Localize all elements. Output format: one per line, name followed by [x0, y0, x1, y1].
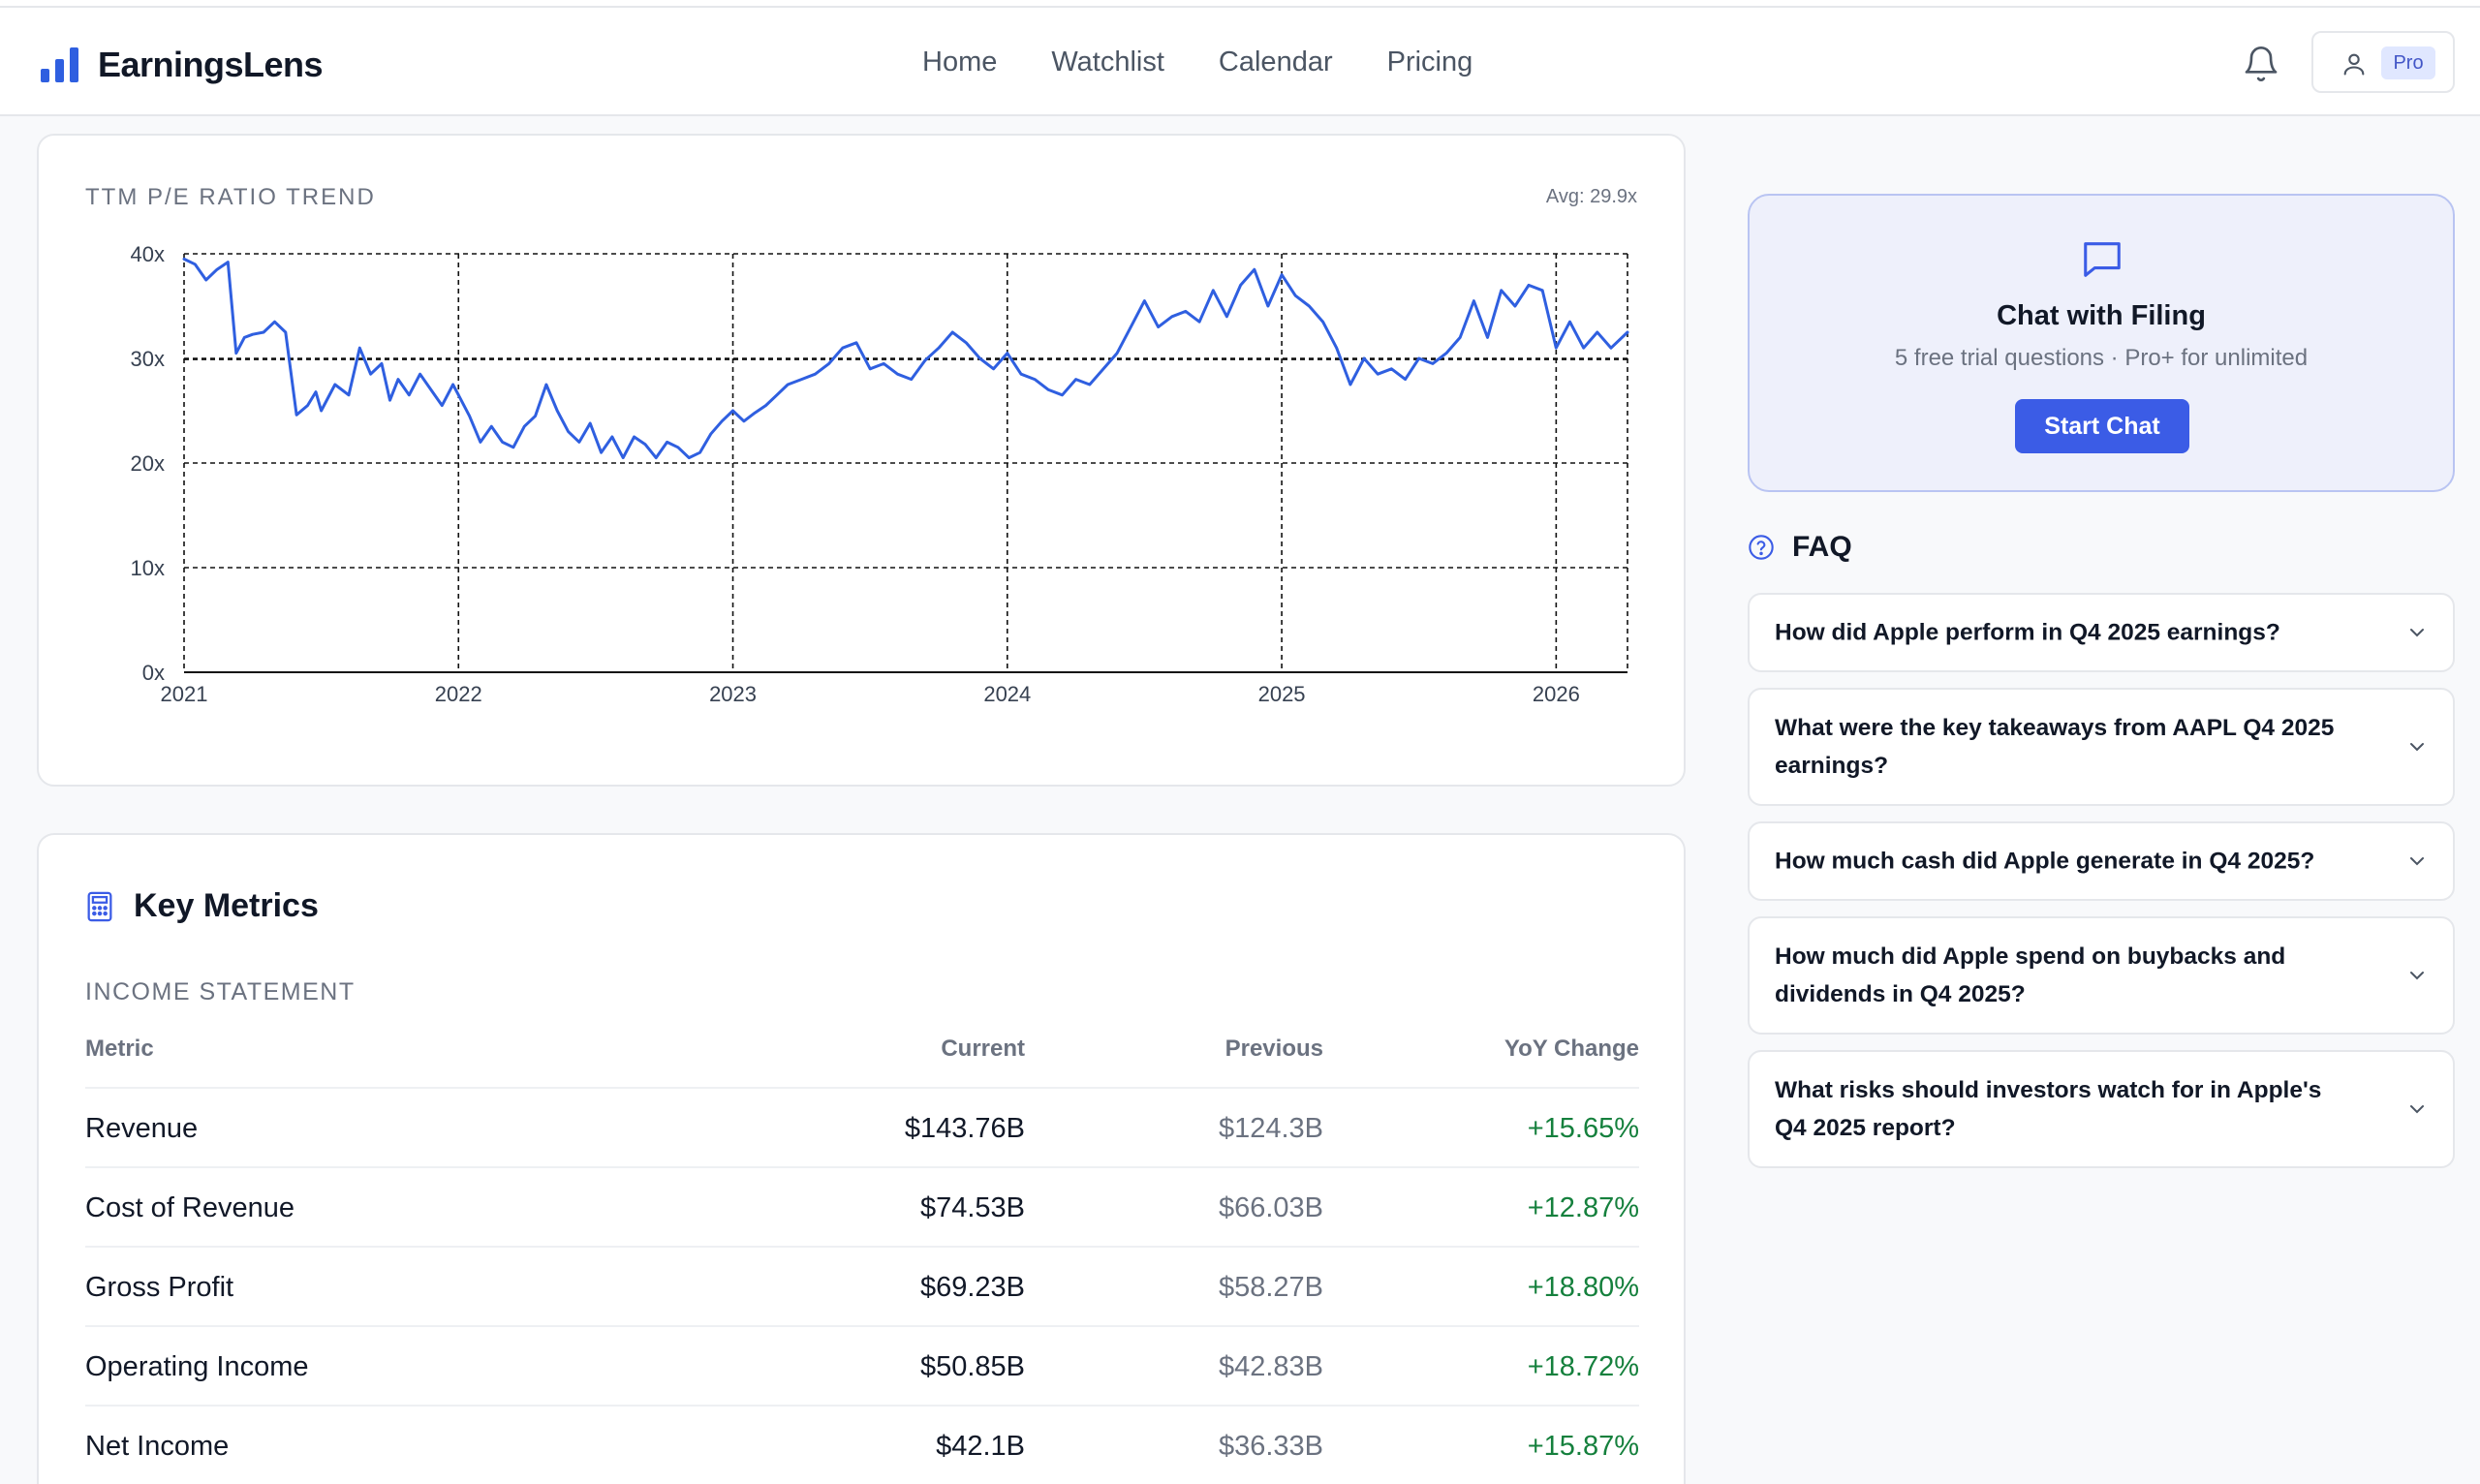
key-metrics-card: Key Metrics INCOME STATEMENT Metric Curr…: [37, 833, 1686, 1484]
faq-question: How did Apple perform in Q4 2025 earning…: [1775, 619, 2280, 646]
faq-item[interactable]: How much cash did Apple generate in Q4 2…: [1748, 821, 2455, 901]
brand-name: EarningsLens: [98, 45, 324, 84]
y-tick-label: 30x: [131, 347, 165, 371]
x-tick-label: 2026: [1533, 682, 1580, 706]
pe-ratio-series-line: [182, 257, 1629, 460]
x-tick-label: 2022: [435, 682, 482, 706]
faq-title: FAQ: [1792, 531, 1852, 563]
faq-item[interactable]: What were the key takeaways from AAPL Q4…: [1748, 688, 2455, 806]
x-tick-label: 2021: [161, 682, 208, 706]
metric-name: Revenue: [85, 1113, 199, 1144]
chevron-down-icon: [2410, 857, 2424, 866]
metric-previous: $36.33B: [1218, 1431, 1323, 1462]
chevron-down-icon: [2410, 629, 2424, 637]
metric-yoy: +18.72%: [1527, 1351, 1639, 1382]
table-row: Net Income $42.1B $36.33B +15.87%: [85, 1407, 1639, 1484]
plan-badge: Pro: [2381, 46, 2435, 79]
user-icon: [2340, 50, 2368, 77]
faq-header: FAQ: [1748, 531, 1852, 564]
income-statement-label: INCOME STATEMENT: [85, 978, 356, 1005]
x-tick-label: 2023: [709, 682, 757, 706]
table-row: Operating Income $50.85B $42.83B +18.72%: [85, 1327, 1639, 1407]
main-nav: Home Watchlist Calendar Pricing: [922, 46, 1472, 78]
chevron-down-icon: [2410, 1105, 2424, 1114]
col-metric: Metric: [85, 1036, 154, 1062]
metric-previous: $124.3B: [1218, 1113, 1323, 1144]
window-top-edge: [0, 0, 2480, 8]
y-tick-label: 20x: [131, 451, 165, 476]
metric-previous: $66.03B: [1218, 1192, 1323, 1223]
metric-current: $42.1B: [936, 1431, 1025, 1462]
col-current: Current: [941, 1036, 1025, 1062]
faq-question: What were the key takeaways from AAPL Q4…: [1775, 715, 2335, 779]
chat-subtitle: 5 free trial questions · Pro+ for unlimi…: [1894, 345, 2309, 371]
x-tick-label: 2025: [1258, 682, 1306, 706]
bell-icon[interactable]: [2242, 45, 2280, 83]
x-tick-label: 2024: [983, 682, 1031, 706]
faq-item[interactable]: How much did Apple spend on buybacks and…: [1748, 916, 2455, 1035]
table-row: Revenue $143.76B $124.3B +15.65%: [85, 1089, 1639, 1168]
top-nav-bar: EarningsLens Home Watchlist Calendar Pri…: [0, 8, 2480, 116]
metric-yoy: +15.65%: [1527, 1113, 1639, 1144]
metric-name: Gross Profit: [85, 1272, 234, 1303]
help-circle-icon: [1749, 535, 1774, 560]
faq-question: How much cash did Apple generate in Q4 2…: [1775, 848, 2315, 875]
key-metrics-title: Key Metrics: [134, 887, 319, 924]
table-row: Cost of Revenue $74.53B $66.03B +12.87%: [85, 1168, 1639, 1248]
chart-average-label: Avg: 29.9x: [1545, 186, 1637, 207]
chevron-down-icon: [2410, 972, 2424, 980]
faq-item[interactable]: How did Apple perform in Q4 2025 earning…: [1748, 593, 2455, 672]
faq-question: How much did Apple spend on buybacks and…: [1775, 943, 2286, 1007]
metric-previous: $58.27B: [1218, 1272, 1323, 1303]
metric-name: Operating Income: [85, 1351, 309, 1382]
metric-current: $143.76B: [904, 1113, 1025, 1144]
metric-current: $69.23B: [919, 1272, 1025, 1303]
nav-watchlist[interactable]: Watchlist: [1051, 46, 1164, 77]
key-metrics-header: Key Metrics: [85, 887, 319, 925]
pe-ratio-chart-card: TTM P/E RATIO TREND Avg: 29.9x 0x 10x 20x 3…: [37, 134, 1686, 787]
account-button[interactable]: Pro: [2311, 31, 2455, 93]
table-header-row: Metric Current Previous YoY Change: [85, 1025, 1639, 1089]
faq-item[interactable]: What risks should investors watch for in…: [1748, 1050, 2455, 1168]
y-tick-label: 0x: [142, 661, 165, 685]
metric-current: $74.53B: [919, 1192, 1025, 1223]
nav-home[interactable]: Home: [922, 46, 998, 77]
nav-pricing[interactable]: Pricing: [1386, 46, 1473, 77]
col-previous: Previous: [1224, 1036, 1323, 1062]
pe-ratio-line-chart: 0x 10x 20x 30x 40x 2021 2022 2023 2024 2025 2026: [131, 242, 1629, 706]
y-tick-label: 10x: [131, 556, 165, 580]
message-square-icon: [2084, 242, 2121, 277]
faq-question: What risks should investors watch for in…: [1775, 1077, 2322, 1141]
chart-title: TTM P/E RATIO TREND: [85, 184, 376, 210]
start-chat-button[interactable]: Start Chat: [2015, 399, 2189, 453]
metric-yoy: +12.87%: [1527, 1192, 1639, 1223]
metric-yoy: +18.80%: [1527, 1272, 1639, 1303]
bar-chart-logo-icon: [41, 47, 78, 82]
metric-name: Cost of Revenue: [85, 1192, 295, 1223]
col-yoy-change: YoY Change: [1504, 1036, 1639, 1062]
metric-yoy: +15.87%: [1527, 1431, 1639, 1462]
metric-current: $50.85B: [919, 1351, 1025, 1382]
chat-title: Chat with Filing: [1997, 300, 2206, 331]
table-row: Gross Profit $69.23B $58.27B +18.80%: [85, 1248, 1639, 1327]
nav-calendar[interactable]: Calendar: [1218, 46, 1333, 77]
metric-previous: $42.83B: [1218, 1351, 1323, 1382]
calculator-icon: [87, 891, 112, 921]
chevron-down-icon: [2410, 743, 2424, 752]
income-statement-table: Metric Current Previous YoY Change Reven…: [85, 1025, 1639, 1484]
brand-logo[interactable]: EarningsLens: [41, 45, 324, 85]
chat-with-filing-card: Chat with Filing 5 free trial questions …: [1748, 194, 2455, 492]
y-tick-label: 40x: [131, 242, 165, 266]
metric-name: Net Income: [85, 1431, 230, 1462]
